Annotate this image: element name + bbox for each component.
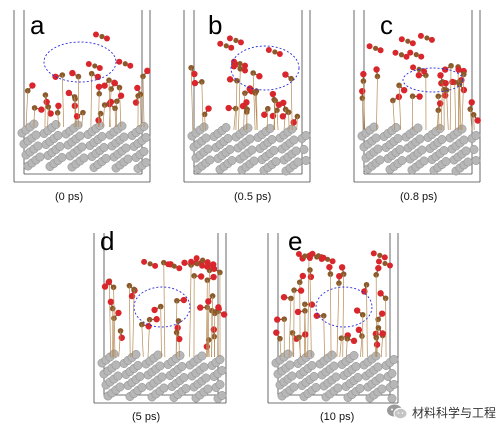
watermark: 材料科学与工程	[386, 403, 496, 421]
highlight-ellipse	[133, 286, 191, 328]
adsorbate-layer	[188, 35, 301, 131]
highlight-ellipse	[43, 41, 117, 83]
md-snapshot	[267, 233, 399, 404]
panel-d: d (5 ps)	[80, 215, 250, 432]
wechat-icon	[387, 404, 408, 420]
adsorbate-layer	[24, 31, 151, 128]
metal-slab	[17, 119, 151, 173]
highlight-ellipse	[315, 286, 373, 328]
metal-slab	[357, 122, 481, 176]
md-snapshot	[13, 10, 151, 183]
metal-slab	[271, 349, 399, 403]
adsorbate-layer	[273, 250, 393, 358]
panel-c: c (0.8 ps)	[340, 0, 500, 215]
metal-slab	[187, 122, 311, 176]
md-snapshot	[93, 233, 228, 404]
panel-label: c	[380, 10, 393, 40]
panel-label: b	[208, 10, 223, 40]
md-snapshot	[353, 10, 481, 183]
time-label: (0.5 ps)	[234, 191, 272, 203]
time-label: (0 ps)	[55, 191, 84, 203]
md-snapshot	[183, 10, 311, 183]
panel-label: e	[288, 226, 303, 256]
metal-slab	[97, 349, 227, 403]
panel-label: d	[100, 226, 115, 256]
panel-b: b (0.5 ps)	[170, 0, 340, 215]
highlight-ellipse	[402, 67, 464, 93]
time-label: (5 ps)	[132, 411, 161, 423]
adsorbate-layer	[101, 255, 228, 358]
time-label: (0.8 ps)	[400, 191, 438, 203]
panel-e: e (10 ps)	[250, 215, 420, 432]
adsorbate-layer	[359, 32, 481, 131]
panel-a: a (0 ps)	[0, 0, 170, 215]
time-label: (10 ps)	[320, 411, 355, 423]
highlight-ellipse	[230, 45, 300, 91]
watermark-text: 材料科学与工程	[412, 405, 497, 420]
simulation-box	[13, 10, 151, 183]
panel-label: a	[30, 10, 45, 40]
